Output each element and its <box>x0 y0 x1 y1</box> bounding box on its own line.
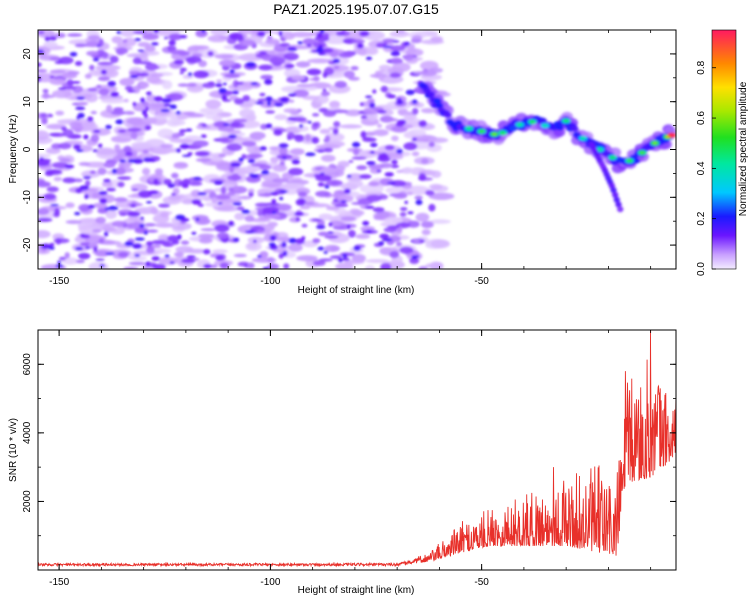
colorbar-tick-label: 0.0 <box>696 262 707 276</box>
heatmap-noise-blobs <box>38 30 455 269</box>
snr-plot-area <box>38 330 676 570</box>
colorbar: 0.0 0.2 0.4 0.6 0.8 Normalized spectral ampl… <box>696 29 749 276</box>
spectrogram-y-tick-label: 10 <box>22 96 33 108</box>
spectrogram-y-tick-label: 20 <box>22 48 33 60</box>
snr-frame <box>37 329 677 571</box>
colorbar-tick-label: 0.8 <box>696 60 707 74</box>
spectrogram-y-tick-label: -10 <box>22 190 33 205</box>
spectrogram-y-label: Frequency (Hz) <box>8 115 19 184</box>
snr-series-line <box>38 330 676 568</box>
spectrogram-x-label: Height of straight line (km) <box>298 285 415 296</box>
spectrogram-heatmap <box>38 30 676 269</box>
colorbar-gradient <box>712 30 736 269</box>
snr-y-label: SNR (10 * v/v) <box>8 418 19 482</box>
colorbar-ticks: 0.0 0.2 0.4 0.6 0.8 <box>696 60 716 276</box>
snr-x-tick-label: -50 <box>474 577 489 588</box>
colorbar-tick-label: 0.2 <box>696 211 707 225</box>
colorbar-label: Normalized spectral amplitude <box>738 81 749 216</box>
spectrogram-x-tick-label: -100 <box>260 276 280 287</box>
colorbar-tick-label: 0.6 <box>696 111 707 125</box>
snr-panel: -150 -100 -50 2000 4000 6000 Height of straig… <box>8 329 677 596</box>
snr-y-tick-label: 2000 <box>22 490 33 513</box>
snr-y-tick-label: 4000 <box>22 421 33 444</box>
spectrogram-y-tick-label: 0 <box>22 146 33 152</box>
spectrogram-x-tick-label: -50 <box>474 276 489 287</box>
spectrogram-y-tick-label: -20 <box>22 237 33 252</box>
spectrogram-x-tick-label: -150 <box>49 276 69 287</box>
snr-y-tick-label: 6000 <box>22 353 33 376</box>
colorbar-frame <box>711 29 737 270</box>
snr-x-tick-label: -150 <box>49 577 69 588</box>
colorbar-tick-label: 0.4 <box>696 161 707 175</box>
heatmap-signal-track <box>416 81 676 213</box>
snr-x-tick-label: -100 <box>260 577 280 588</box>
snr-ticks: -150 -100 -50 2000 4000 6000 <box>22 329 676 588</box>
snr-x-label: Height of straight line (km) <box>298 585 415 596</box>
chart-title: PAZ1.2025.195.07.07.G15 <box>273 1 439 17</box>
